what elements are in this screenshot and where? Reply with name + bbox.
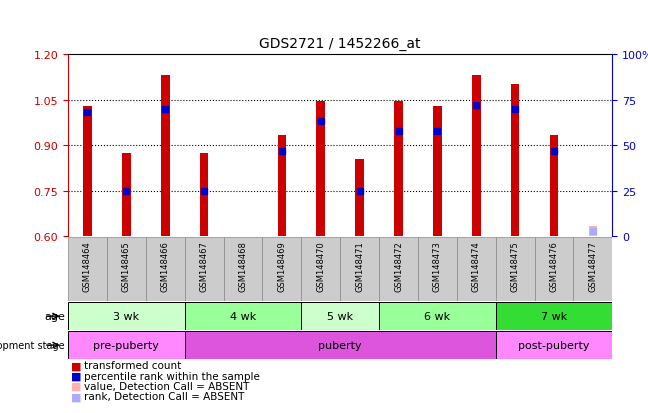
Text: 6 wk: 6 wk — [424, 311, 450, 321]
Text: ■: ■ — [71, 371, 82, 381]
Text: GSM148476: GSM148476 — [550, 241, 559, 292]
Text: GSM148469: GSM148469 — [277, 241, 286, 292]
Bar — [83, 107, 92, 237]
Bar — [68, 237, 107, 301]
Bar — [107, 237, 146, 301]
Bar — [340, 237, 379, 301]
Text: GSM148473: GSM148473 — [433, 241, 442, 292]
Text: GSM148466: GSM148466 — [161, 241, 170, 292]
Bar — [379, 237, 418, 301]
Bar — [185, 331, 496, 359]
Text: GSM148464: GSM148464 — [83, 241, 92, 292]
Bar — [185, 302, 301, 330]
Text: GSM148468: GSM148468 — [238, 241, 248, 292]
Bar — [535, 237, 573, 301]
Bar — [68, 302, 185, 330]
Bar — [277, 135, 286, 237]
Text: ■: ■ — [71, 381, 82, 391]
Text: rank, Detection Call = ABSENT: rank, Detection Call = ABSENT — [84, 392, 244, 401]
Text: GSM148474: GSM148474 — [472, 241, 481, 292]
Text: transformed count: transformed count — [84, 361, 181, 370]
Text: value, Detection Call = ABSENT: value, Detection Call = ABSENT — [84, 381, 249, 391]
Text: GSM148475: GSM148475 — [511, 241, 520, 292]
Bar — [316, 102, 325, 237]
Bar — [418, 237, 457, 301]
Bar — [496, 302, 612, 330]
Text: GSM148470: GSM148470 — [316, 241, 325, 292]
Text: GSM148472: GSM148472 — [394, 241, 403, 292]
Title: GDS2721 / 1452266_at: GDS2721 / 1452266_at — [259, 37, 421, 51]
Text: 5 wk: 5 wk — [327, 311, 353, 321]
Bar — [262, 237, 301, 301]
Text: GSM148471: GSM148471 — [355, 241, 364, 292]
Bar — [511, 85, 520, 237]
Bar — [68, 331, 185, 359]
Text: 4 wk: 4 wk — [230, 311, 256, 321]
Text: pre-puberty: pre-puberty — [93, 340, 159, 350]
Bar — [379, 302, 496, 330]
Text: GSM148477: GSM148477 — [588, 241, 597, 292]
Bar — [122, 153, 131, 237]
Text: percentile rank within the sample: percentile rank within the sample — [84, 371, 260, 381]
Bar — [433, 107, 442, 237]
Text: ■: ■ — [71, 361, 82, 370]
Text: ■: ■ — [71, 392, 82, 401]
Bar — [161, 76, 170, 237]
Text: age: age — [44, 311, 65, 321]
Text: 7 wk: 7 wk — [541, 311, 567, 321]
Bar — [200, 153, 209, 237]
Bar — [224, 237, 262, 301]
Bar — [496, 237, 535, 301]
Text: GSM148465: GSM148465 — [122, 241, 131, 292]
Text: 3 wk: 3 wk — [113, 311, 139, 321]
Bar — [301, 302, 379, 330]
Text: development stage: development stage — [0, 340, 65, 350]
Bar — [550, 135, 559, 237]
Bar — [588, 226, 597, 237]
Text: GSM148467: GSM148467 — [200, 241, 209, 292]
Bar — [573, 237, 612, 301]
Bar — [146, 237, 185, 301]
Bar — [301, 237, 340, 301]
Bar — [457, 237, 496, 301]
Bar — [355, 159, 364, 237]
Bar — [496, 331, 612, 359]
Text: post-puberty: post-puberty — [518, 340, 590, 350]
Text: puberty: puberty — [318, 340, 362, 350]
Bar — [185, 237, 224, 301]
Bar — [394, 102, 403, 237]
Bar — [472, 76, 481, 237]
